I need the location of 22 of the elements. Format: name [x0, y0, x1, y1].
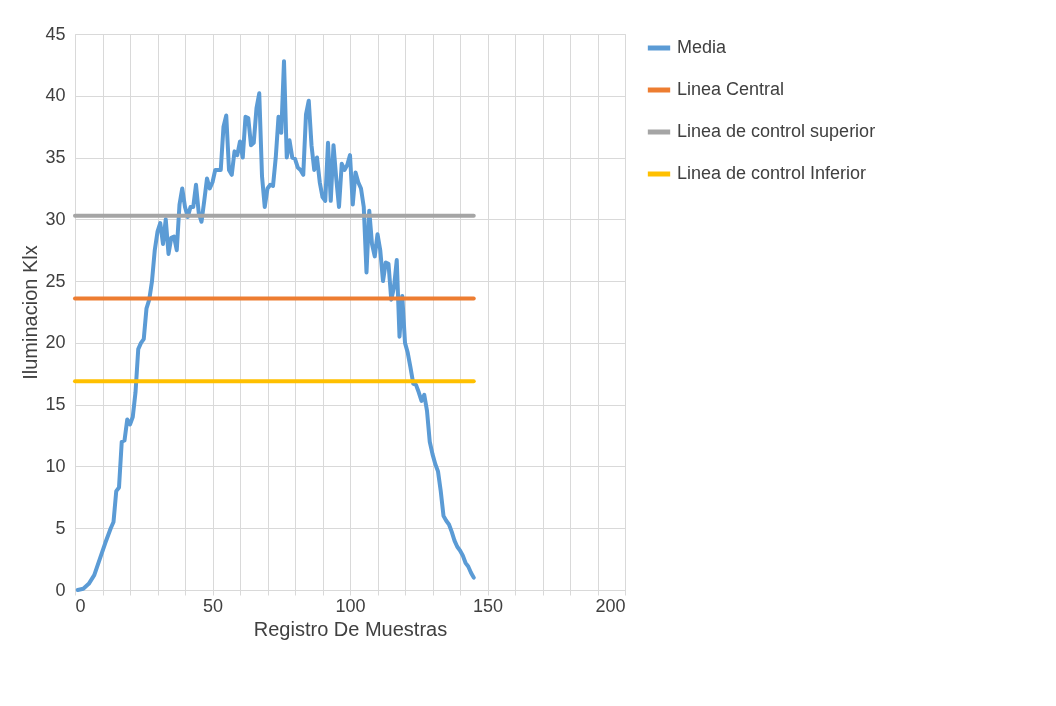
- x-tick-label: 200: [595, 595, 626, 616]
- x-tick-label: 0: [75, 595, 86, 616]
- x-tick-label: 50: [202, 595, 224, 616]
- y-tick-label: 25: [45, 270, 66, 291]
- legend-label: Linea de control Inferior: [677, 163, 867, 183]
- x-tick-label: 150: [472, 595, 504, 616]
- y-tick-label: 10: [45, 455, 66, 476]
- y-axis-title: Iluminacion Klx: [19, 245, 42, 380]
- x-axis-title: Registro De Muestras: [253, 617, 448, 640]
- y-tick-label: 40: [45, 85, 66, 106]
- legend-label: Media: [677, 37, 728, 57]
- y-tick-label: 0: [55, 579, 66, 600]
- y-tick-label: 20: [45, 332, 66, 353]
- x-tick-label: 100: [335, 595, 366, 616]
- y-tick-label: 30: [45, 208, 66, 229]
- y-tick-label: 35: [45, 147, 66, 168]
- y-tick-label: 15: [45, 394, 66, 415]
- y-tick-label: 45: [45, 23, 66, 44]
- legend-label: Linea de control superior: [677, 121, 876, 141]
- y-tick-label: 5: [55, 517, 66, 538]
- legend-label: Linea Central: [677, 79, 785, 99]
- line-series: [75, 59, 476, 592]
